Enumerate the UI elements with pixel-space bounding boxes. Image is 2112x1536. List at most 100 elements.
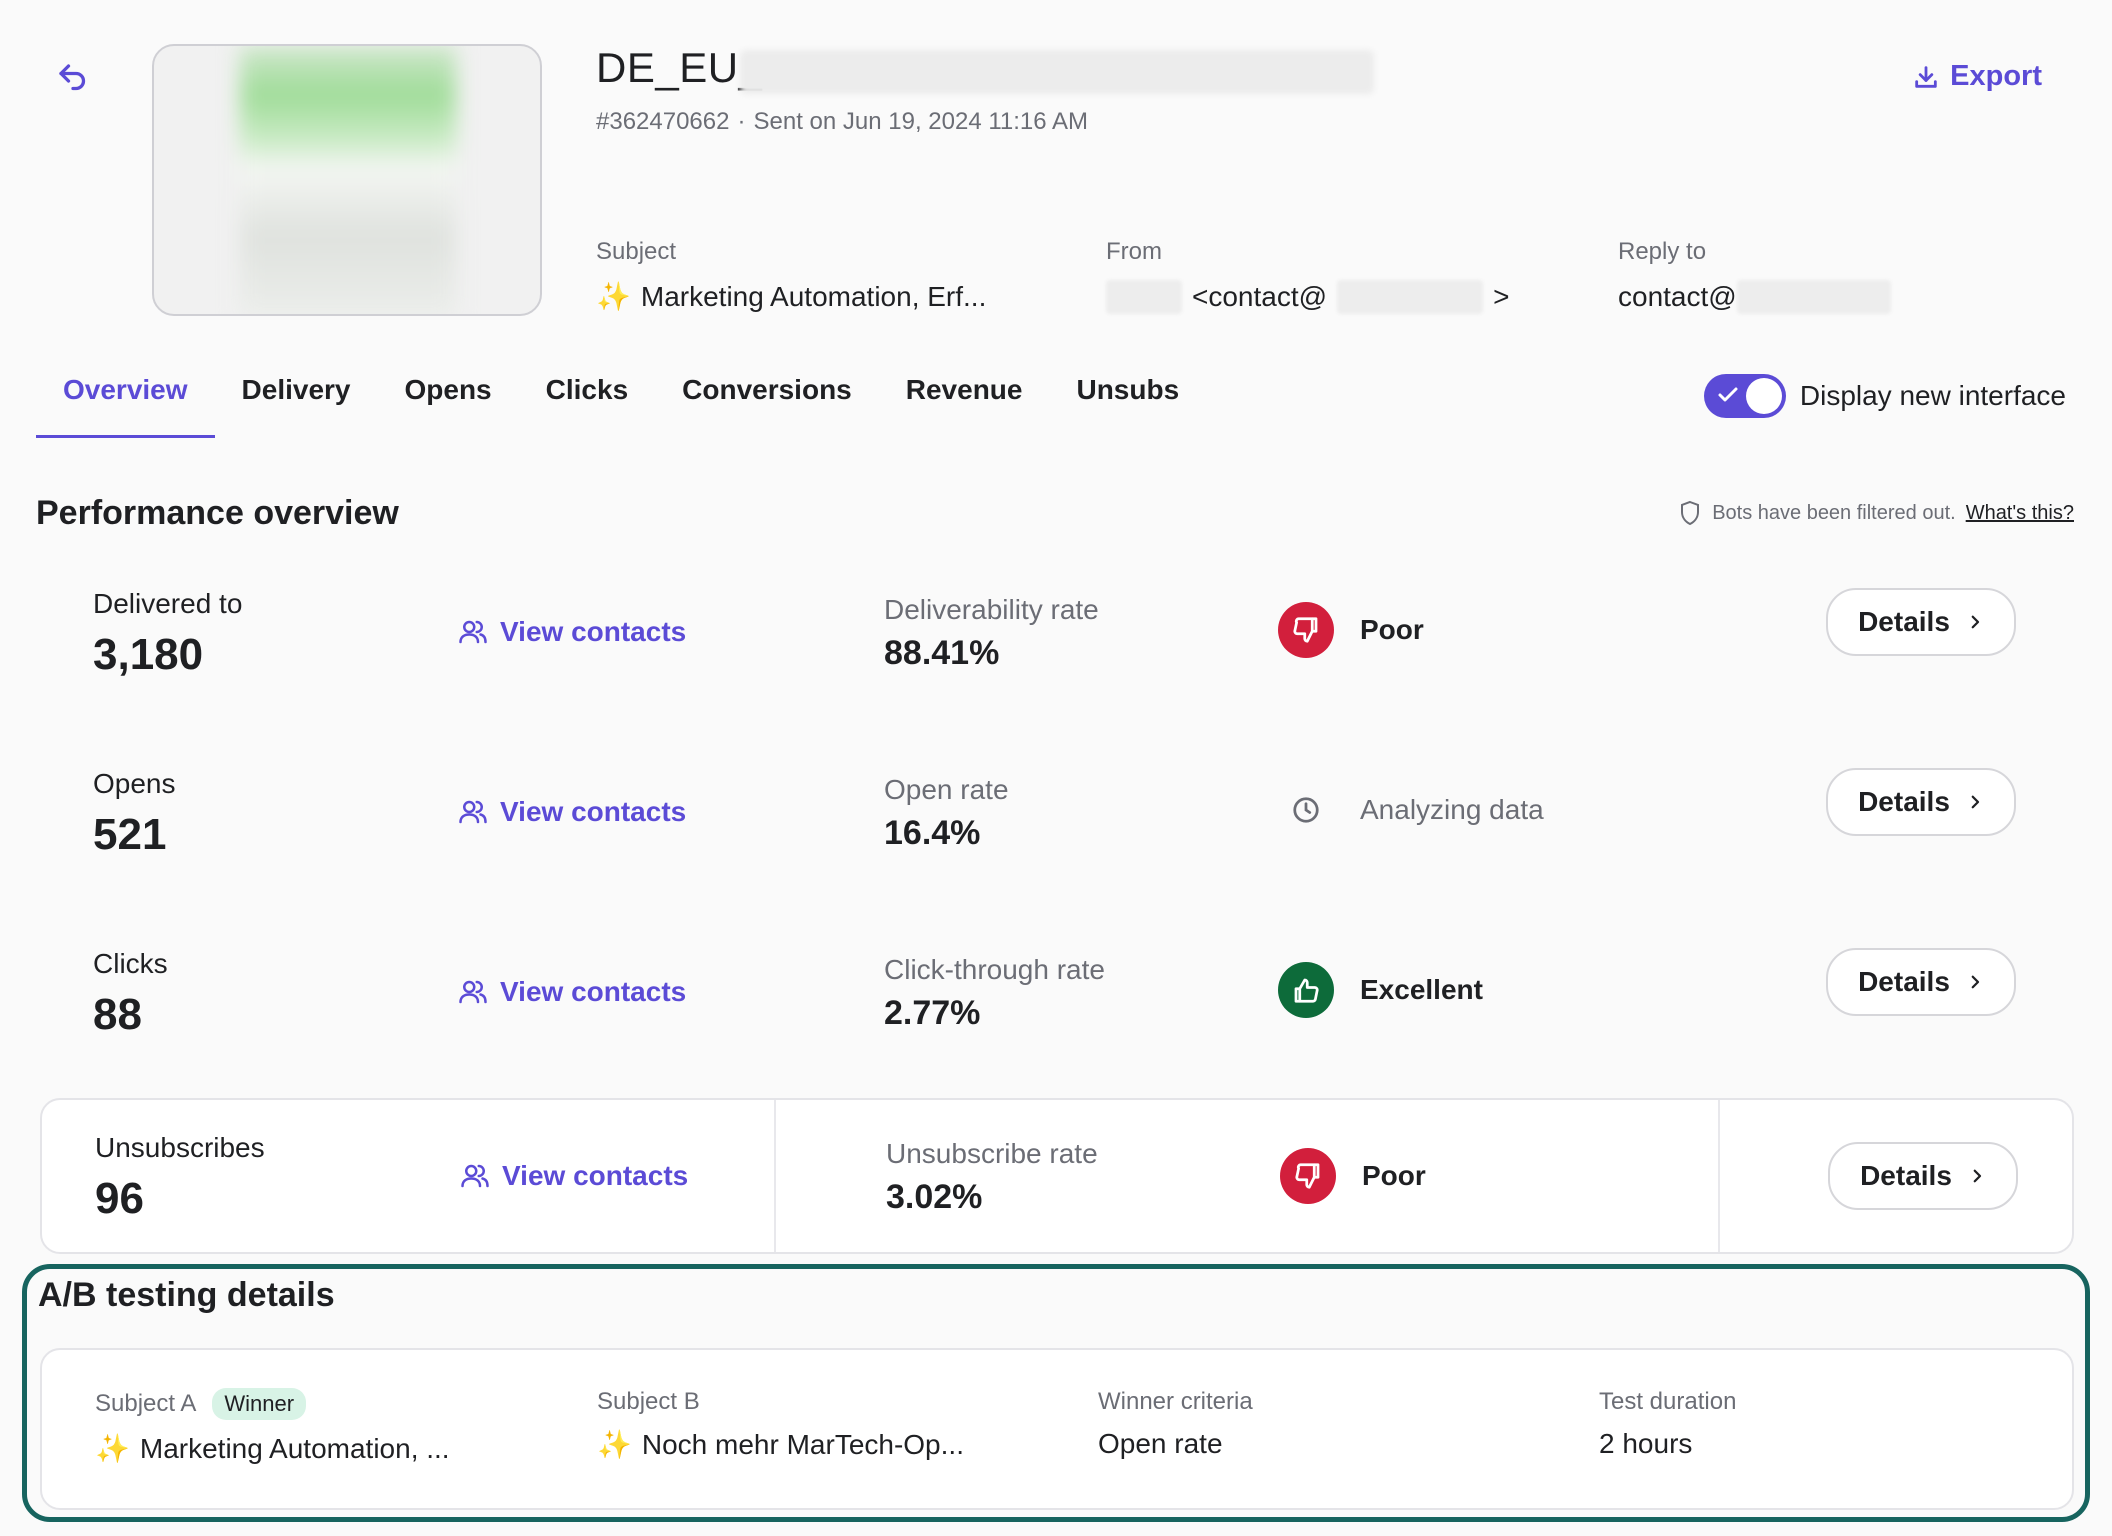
status-label: Analyzing data: [1360, 794, 1544, 825]
test-duration-column: Test duration 2 hours: [1599, 1388, 1736, 1460]
delivered-row: Delivered to 3,180 View contacts Deliver…: [0, 588, 2112, 738]
details-label: Details: [1858, 606, 1950, 637]
tab-overview[interactable]: Overview: [36, 364, 215, 438]
details-label: Details: [1858, 786, 1950, 817]
new-interface-toggle[interactable]: [1703, 374, 1786, 418]
rate-label: Deliverability rate: [884, 594, 1099, 625]
email-preview-thumbnail[interactable]: [152, 44, 542, 316]
bots-filter-text: Bots have been filtered out.: [1712, 501, 1956, 524]
campaign-id: #362470662: [596, 108, 730, 135]
unsubscribes-card: Unsubscribes 96 View contacts Unsubscrib…: [40, 1098, 2074, 1254]
status-indicator: Excellent: [1278, 962, 1483, 1018]
thumbs-down-icon: [1278, 602, 1334, 658]
status-label: Excellent: [1360, 974, 1483, 1005]
users-icon: [459, 980, 487, 1004]
bots-filter-notice: Bots have been filtered out. What's this…: [1678, 500, 2074, 526]
redacted-domain: [1337, 280, 1484, 314]
column-divider: [1718, 1100, 1720, 1252]
users-icon: [459, 620, 487, 644]
undo-arrow-icon: [59, 64, 86, 91]
tab-opens[interactable]: Opens: [404, 374, 492, 405]
rate-label: Click-through rate: [884, 954, 1105, 985]
metric-value: 521: [93, 810, 167, 859]
status-label: Poor: [1362, 1160, 1426, 1191]
redacted-reply-domain: [1736, 280, 1891, 314]
from-value-suffix: >: [1493, 281, 1510, 312]
metric-value: 96: [95, 1174, 144, 1223]
back-button[interactable]: [55, 60, 95, 100]
email-preview-image: [240, 46, 456, 314]
tab-conversions[interactable]: Conversions: [682, 374, 852, 405]
view-contacts-link[interactable]: View contacts: [458, 796, 686, 828]
winner-criteria-label: Winner criteria: [1098, 1388, 1253, 1415]
opens-row: Opens 521 View contacts Open rate 16.4% …: [0, 768, 2112, 918]
winner-badge: Winner: [212, 1388, 307, 1420]
rate-value: 88.41%: [884, 634, 1000, 672]
details-button[interactable]: Details: [1828, 1142, 2018, 1210]
tab-revenue[interactable]: Revenue: [905, 374, 1023, 405]
campaign-meta: #362470662 · Sent on Jun 19, 2024 11:16 AM: [596, 108, 1088, 136]
sparkles-icon: ✨: [596, 281, 631, 312]
column-divider: [774, 1100, 776, 1252]
toggle-knob: [1745, 378, 1782, 414]
view-contacts-label: View contacts: [500, 616, 687, 647]
metric-label: Clicks: [93, 948, 168, 979]
redacted-title: [740, 50, 1374, 94]
sparkles-icon: ✨: [95, 1433, 130, 1464]
new-interface-toggle-group: Display new interface: [1703, 374, 2066, 418]
view-contacts-link[interactable]: View contacts: [458, 616, 686, 648]
clock-icon: [1278, 782, 1334, 838]
status-label: Poor: [1360, 614, 1424, 645]
details-button[interactable]: Details: [1826, 588, 2016, 656]
status-indicator: Poor: [1280, 1148, 1426, 1204]
rate-value: 16.4%: [884, 814, 981, 852]
details-button[interactable]: Details: [1826, 768, 2016, 836]
metric-label: Opens: [93, 768, 176, 799]
check-icon: [1718, 387, 1738, 402]
rate-value: 2.77%: [884, 994, 981, 1032]
view-contacts-link[interactable]: View contacts: [458, 976, 686, 1008]
tab-clicks[interactable]: Clicks: [545, 374, 629, 405]
view-contacts-label: View contacts: [502, 1160, 689, 1191]
ab-testing-highlight: [22, 1264, 2090, 1522]
whats-this-link[interactable]: What's this?: [1965, 501, 2074, 524]
rate-value: 3.02%: [886, 1178, 983, 1216]
status-indicator: Analyzing data: [1278, 782, 1544, 838]
separator-dot: ·: [737, 108, 746, 135]
chevron-right-icon: [1971, 975, 1980, 989]
sparkles-icon: ✨: [597, 1429, 632, 1460]
metric-value: 88: [93, 990, 142, 1039]
test-duration-value: 2 hours: [1599, 1428, 1693, 1459]
subject-a-column: Subject A Winner ✨ Marketing Automation,…: [95, 1388, 450, 1465]
ab-testing-title: A/B testing details: [38, 1276, 335, 1314]
rate-label: Open rate: [884, 774, 1009, 805]
from-value-prefix: <contact@: [1192, 281, 1328, 312]
metric-label: Delivered to: [93, 588, 243, 619]
rate-label: Unsubscribe rate: [886, 1138, 1098, 1169]
subject-a-value: Marketing Automation, ...: [139, 1432, 450, 1464]
details-label: Details: [1860, 1160, 1952, 1191]
tab-unsubs[interactable]: Unsubs: [1076, 374, 1180, 405]
test-duration-label: Test duration: [1599, 1388, 1737, 1415]
toggle-label: Display new interface: [1799, 380, 2066, 411]
winner-criteria-column: Winner criteria Open rate: [1098, 1388, 1253, 1460]
subject-b-value: Noch mehr MarTech-Op...: [641, 1428, 964, 1460]
chevron-right-icon: [1973, 1169, 1982, 1183]
reply-to-value: contact@: [1618, 281, 1737, 312]
redacted-sender-name: [1106, 280, 1182, 314]
metric-value: 3,180: [93, 630, 204, 679]
view-contacts-label: View contacts: [500, 976, 687, 1007]
tab-delivery[interactable]: Delivery: [241, 374, 351, 405]
ab-testing-card: Subject A Winner ✨ Marketing Automation,…: [40, 1348, 2074, 1510]
details-button[interactable]: Details: [1826, 948, 2016, 1016]
tab-bar: Overview Delivery Opens Clicks Conversio…: [36, 364, 1206, 438]
campaign-title: DE_EU_: [596, 44, 763, 91]
from-label: From: [1106, 238, 1162, 265]
subject-field: Subject ✨ Marketing Automation, Erf...: [596, 238, 986, 313]
subject-b-label: Subject B: [597, 1388, 700, 1415]
export-button[interactable]: Export: [1912, 60, 2042, 93]
shield-icon: [1681, 500, 1700, 526]
subject-label: Subject: [596, 238, 677, 265]
clicks-row: Clicks 88 View contacts Click-through ra…: [0, 948, 2112, 1098]
view-contacts-link[interactable]: View contacts: [460, 1160, 688, 1192]
